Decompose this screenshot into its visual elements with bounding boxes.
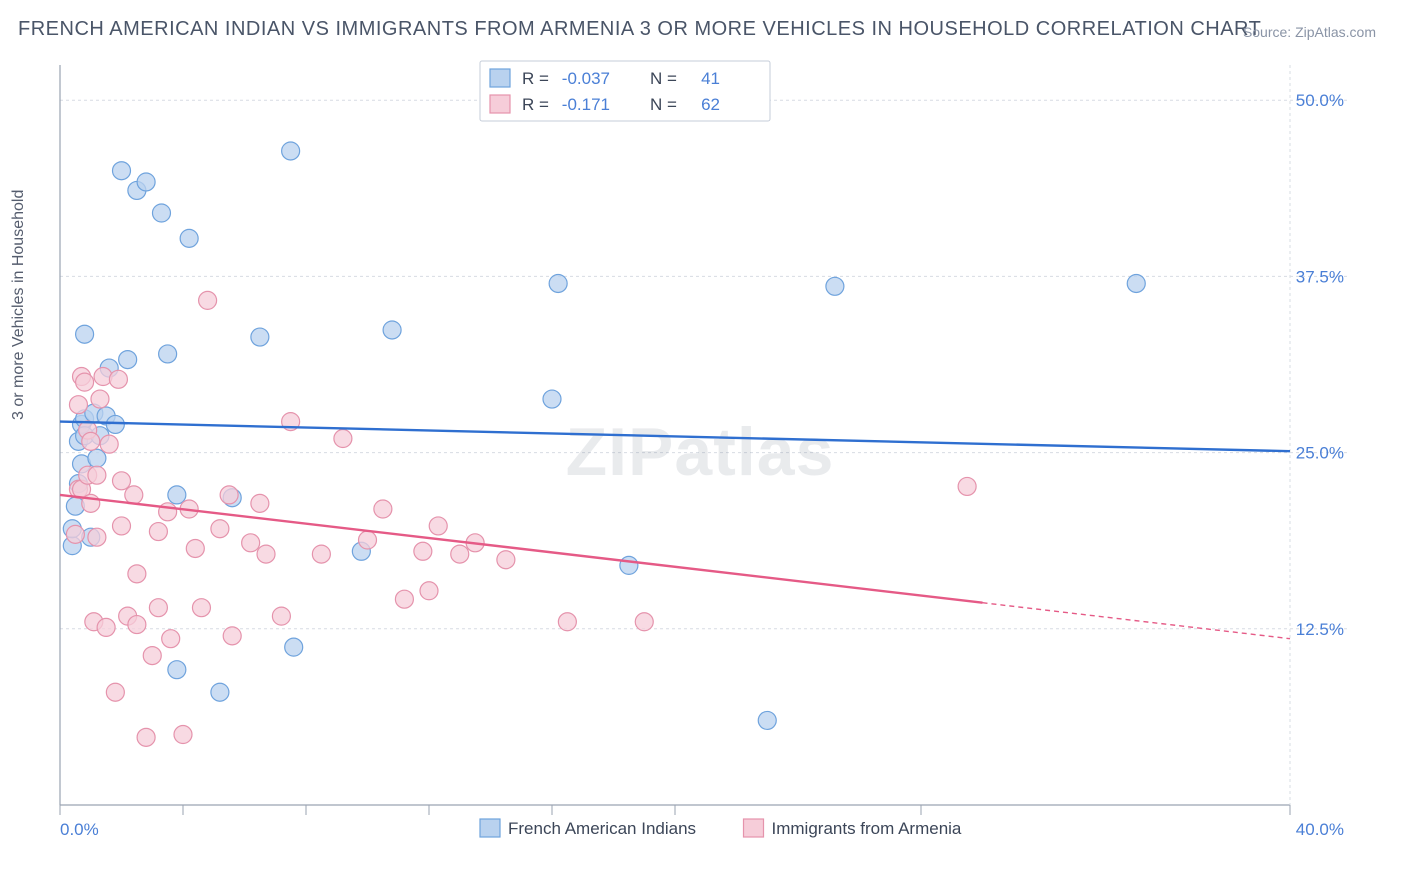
data-point bbox=[97, 618, 115, 636]
data-point bbox=[88, 528, 106, 546]
data-point bbox=[168, 661, 186, 679]
data-point bbox=[91, 390, 109, 408]
data-point bbox=[125, 486, 143, 504]
data-point bbox=[113, 517, 131, 535]
data-point bbox=[100, 435, 118, 453]
data-point bbox=[374, 500, 392, 518]
data-point bbox=[285, 638, 303, 656]
data-point bbox=[180, 229, 198, 247]
legend-r-value: -0.037 bbox=[562, 69, 610, 88]
data-point bbox=[159, 345, 177, 363]
legend-n-value: 41 bbox=[701, 69, 720, 88]
data-point bbox=[826, 277, 844, 295]
data-point bbox=[137, 728, 155, 746]
data-point bbox=[383, 321, 401, 339]
data-point bbox=[359, 531, 377, 549]
data-point bbox=[82, 432, 100, 450]
y-axis-label: 3 or more Vehicles in Household bbox=[10, 190, 28, 420]
data-point bbox=[109, 370, 127, 388]
correlation-chart: 12.5% 25.0% 37.5% 50.0% ZIPatlas R = -0.037 N… bbox=[50, 55, 1350, 845]
data-point bbox=[76, 325, 94, 343]
data-point bbox=[958, 477, 976, 495]
data-point bbox=[282, 142, 300, 160]
data-point bbox=[168, 486, 186, 504]
legend-n-value: 62 bbox=[701, 95, 720, 114]
y-tick-label: 25.0% bbox=[1296, 444, 1344, 463]
data-point bbox=[758, 711, 776, 729]
data-point bbox=[211, 520, 229, 538]
legend-n-label: N = bbox=[650, 95, 677, 114]
data-point bbox=[312, 545, 330, 563]
data-point bbox=[192, 599, 210, 617]
data-point bbox=[223, 627, 241, 645]
data-point bbox=[620, 556, 638, 574]
data-point bbox=[251, 328, 269, 346]
data-point bbox=[395, 590, 413, 608]
data-point bbox=[414, 542, 432, 560]
data-point bbox=[113, 472, 131, 490]
y-tick-label: 12.5% bbox=[1296, 620, 1344, 639]
data-point bbox=[635, 613, 653, 631]
data-point bbox=[220, 486, 238, 504]
data-point bbox=[558, 613, 576, 631]
data-point bbox=[251, 494, 269, 512]
data-point bbox=[113, 162, 131, 180]
data-point bbox=[88, 449, 106, 467]
data-point bbox=[76, 373, 94, 391]
data-point bbox=[69, 396, 87, 414]
data-point bbox=[211, 683, 229, 701]
legend-swatch bbox=[490, 95, 510, 113]
data-point bbox=[199, 291, 217, 309]
data-point bbox=[152, 204, 170, 222]
data-point bbox=[88, 466, 106, 484]
data-point bbox=[543, 390, 561, 408]
legend-r-label: R = bbox=[522, 95, 549, 114]
watermark: ZIPatlas bbox=[566, 414, 835, 490]
data-point bbox=[1127, 274, 1145, 292]
page-title: FRENCH AMERICAN INDIAN VS IMMIGRANTS FRO… bbox=[18, 18, 1261, 41]
data-point bbox=[429, 517, 447, 535]
x-tick-label: 0.0% bbox=[60, 820, 99, 839]
source-label: Source: ZipAtlas.com bbox=[1243, 24, 1376, 40]
legend-n-label: N = bbox=[650, 69, 677, 88]
legend-swatch bbox=[490, 69, 510, 87]
legend-r-value: -0.171 bbox=[562, 95, 610, 114]
legend-r-label: R = bbox=[522, 69, 549, 88]
data-point bbox=[128, 616, 146, 634]
legend-swatch bbox=[744, 819, 764, 837]
legend-series-label: French American Indians bbox=[508, 819, 696, 838]
regression-line-extrapolated bbox=[983, 603, 1291, 639]
data-point bbox=[128, 565, 146, 583]
y-tick-label: 50.0% bbox=[1296, 91, 1344, 110]
data-point bbox=[186, 539, 204, 557]
data-point bbox=[106, 683, 124, 701]
legend-series-label: Immigrants from Armenia bbox=[772, 819, 962, 838]
data-point bbox=[66, 525, 84, 543]
data-point bbox=[451, 545, 469, 563]
data-point bbox=[143, 647, 161, 665]
data-point bbox=[420, 582, 438, 600]
data-point bbox=[242, 534, 260, 552]
data-point bbox=[174, 726, 192, 744]
data-point bbox=[137, 173, 155, 191]
data-point bbox=[549, 274, 567, 292]
data-point bbox=[159, 503, 177, 521]
data-point bbox=[257, 545, 275, 563]
data-point bbox=[149, 599, 167, 617]
x-tick-label: 40.0% bbox=[1296, 820, 1344, 839]
data-point bbox=[334, 430, 352, 448]
data-point bbox=[106, 415, 124, 433]
legend-swatch bbox=[480, 819, 500, 837]
data-point bbox=[149, 523, 167, 541]
y-tick-label: 37.5% bbox=[1296, 267, 1344, 286]
data-point bbox=[119, 351, 137, 369]
data-point bbox=[497, 551, 515, 569]
data-point bbox=[162, 630, 180, 648]
data-point bbox=[272, 607, 290, 625]
